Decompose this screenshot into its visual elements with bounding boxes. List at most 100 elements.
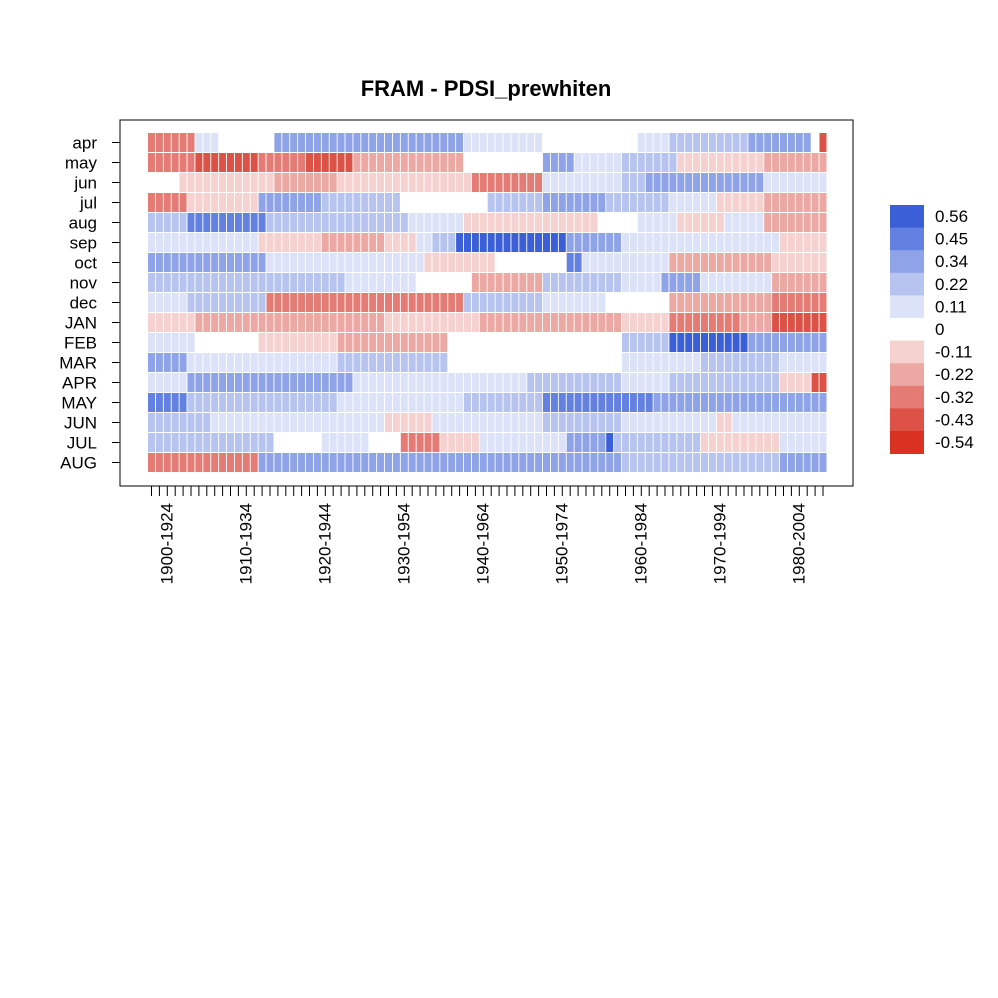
- heatmap-cell: [614, 133, 622, 152]
- heatmap-cell: [369, 233, 377, 252]
- heatmap-cell: [487, 173, 495, 192]
- heatmap-cell: [408, 433, 416, 452]
- heatmap-cell: [416, 333, 424, 352]
- heatmap-cell: [732, 353, 740, 372]
- heatmap-cell: [566, 333, 574, 352]
- heatmap-cell: [282, 293, 290, 312]
- heatmap-cell: [669, 373, 677, 392]
- heatmap-cell: [298, 373, 306, 392]
- y-tick-label: aug: [69, 214, 97, 233]
- heatmap-cell: [598, 133, 606, 152]
- heatmap-cell: [155, 453, 163, 472]
- heatmap-cell: [716, 433, 724, 452]
- heatmap-cell: [234, 313, 242, 332]
- heatmap-cell: [487, 233, 495, 252]
- heatmap-cell: [748, 253, 756, 272]
- heatmap-cell: [637, 253, 645, 272]
- heatmap-cell: [582, 333, 590, 352]
- heatmap-cell: [606, 413, 614, 432]
- heatmap-cell: [203, 253, 211, 272]
- heatmap-cell: [701, 213, 708, 232]
- heatmap-cell: [400, 233, 408, 252]
- heatmap-cell: [179, 373, 187, 392]
- heatmap-cell: [574, 153, 582, 172]
- heatmap-cell: [440, 173, 448, 192]
- heatmap-cell: [211, 213, 219, 232]
- heatmap-cell: [519, 353, 527, 372]
- heatmap-cell: [290, 353, 298, 372]
- heatmap-cell: [187, 413, 195, 432]
- heatmap-cell: [645, 233, 653, 252]
- legend-label: -0.54: [935, 433, 974, 452]
- heatmap-cell: [811, 313, 819, 332]
- heatmap-cell: [400, 373, 408, 392]
- heatmap-cell: [732, 293, 740, 312]
- heatmap-cell: [803, 173, 811, 192]
- heatmap-cell: [622, 213, 629, 232]
- heatmap-cell: [282, 433, 290, 452]
- heatmap-cell: [471, 293, 479, 312]
- heatmap-cell: [685, 313, 693, 332]
- heatmap-cell: [361, 313, 369, 332]
- heatmap-cell: [629, 153, 637, 172]
- heatmap-cell: [622, 333, 629, 352]
- heatmap-cell: [637, 313, 645, 332]
- heatmap-cell: [550, 153, 558, 172]
- heatmap-cell: [298, 413, 306, 432]
- heatmap-cell: [780, 153, 787, 172]
- heatmap-cell: [629, 273, 637, 292]
- y-tick-label: APR: [62, 374, 97, 393]
- heatmap-cell: [369, 293, 377, 312]
- heatmap-cell: [543, 433, 550, 452]
- heatmap-cell: [377, 393, 385, 412]
- heatmap-cell: [535, 133, 543, 152]
- heatmap-cell: [558, 293, 566, 312]
- heatmap-cell: [179, 333, 187, 352]
- heatmap-cell: [195, 433, 203, 452]
- heatmap-cell: [795, 353, 803, 372]
- heatmap-cell: [708, 293, 716, 312]
- heatmap-cell: [353, 153, 361, 172]
- heatmap-cell: [179, 293, 187, 312]
- heatmap-cell: [377, 233, 385, 252]
- heatmap-cell: [677, 273, 685, 292]
- heatmap-cell: [716, 253, 724, 272]
- heatmap-cell: [385, 333, 392, 352]
- y-tick-label: dec: [70, 294, 98, 313]
- heatmap-cell: [764, 273, 772, 292]
- heatmap-cell: [622, 293, 629, 312]
- heatmap-cell: [424, 333, 432, 352]
- heatmap-cell: [155, 153, 163, 172]
- heatmap-cell: [566, 393, 574, 412]
- heatmap-cell: [566, 293, 574, 312]
- heatmap-cell: [440, 353, 448, 372]
- heatmap-cell: [385, 173, 392, 192]
- heatmap-cell: [353, 133, 361, 152]
- heatmap-cell: [361, 133, 369, 152]
- heatmap-cell: [811, 233, 819, 252]
- heatmap-cell: [590, 173, 598, 192]
- heatmap-cell: [155, 233, 163, 252]
- heatmap-cell: [511, 293, 519, 312]
- heatmap-cell: [590, 313, 598, 332]
- heatmap-cell: [329, 193, 337, 212]
- heatmap-cell: [677, 233, 685, 252]
- heatmap-cell: [590, 233, 598, 252]
- heatmap-cell: [456, 433, 464, 452]
- heatmap-cell: [724, 273, 732, 292]
- heatmap-cell: [795, 273, 803, 292]
- heatmap-cell: [250, 153, 258, 172]
- heatmap-cell: [780, 333, 787, 352]
- heatmap-cell: [464, 333, 471, 352]
- heatmap-cell: [614, 293, 622, 312]
- heatmap-cell: [582, 393, 590, 412]
- heatmap-cell: [211, 233, 219, 252]
- heatmap-cell: [321, 193, 329, 212]
- heatmap-cell: [677, 353, 685, 372]
- heatmap-cell: [369, 153, 377, 172]
- heatmap-cell: [290, 133, 298, 152]
- heatmap-cell: [645, 433, 653, 452]
- heatmap-cell: [519, 273, 527, 292]
- heatmap-cell: [298, 193, 306, 212]
- heatmap-cell: [716, 213, 724, 232]
